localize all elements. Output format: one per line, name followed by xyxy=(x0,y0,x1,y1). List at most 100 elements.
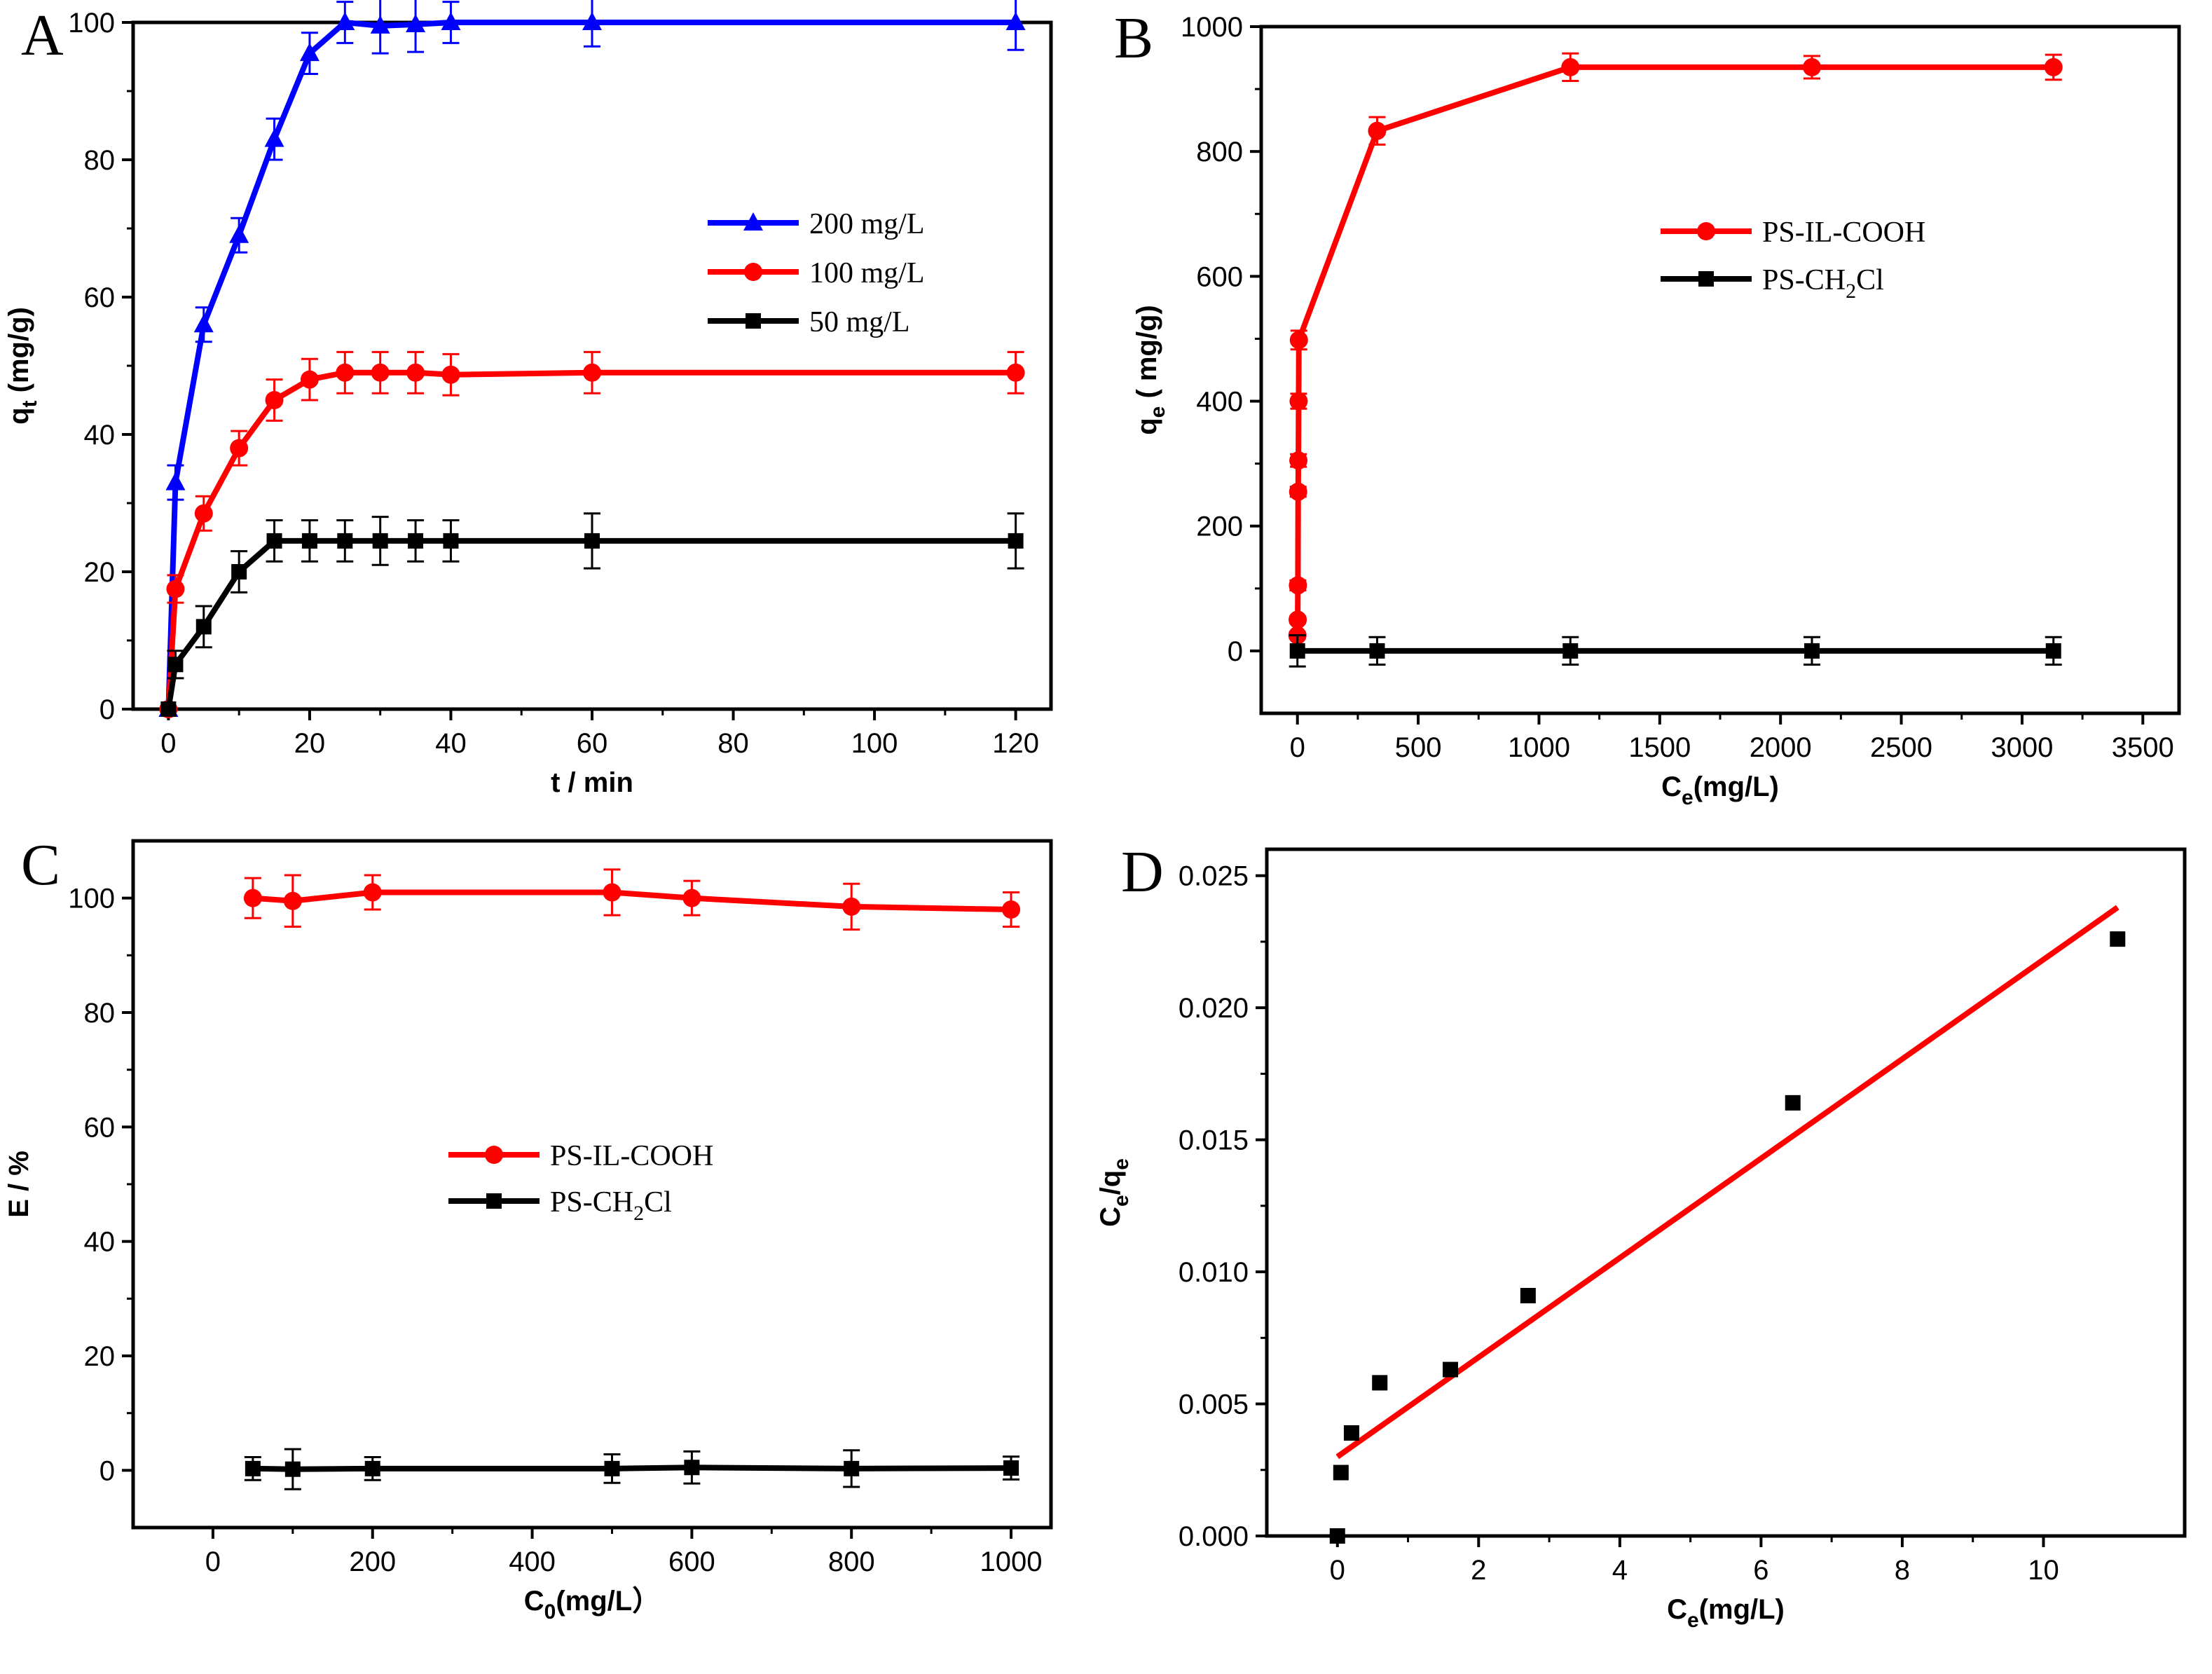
x-tick-label: 60 xyxy=(577,728,608,759)
series-0 xyxy=(1288,52,2063,645)
data-point xyxy=(1289,331,1308,350)
x-axis-title: C0(mg/L） xyxy=(524,1586,660,1624)
series-1 xyxy=(1289,634,2062,668)
legend-marker xyxy=(485,1146,503,1164)
data-point xyxy=(2045,643,2061,659)
y-tick-label: 800 xyxy=(1196,137,1243,167)
data-point xyxy=(167,657,184,673)
data-point xyxy=(284,1461,301,1477)
y-tick-label: 20 xyxy=(84,1341,116,1372)
y-tick-label: 0.000 xyxy=(1179,1521,1249,1552)
data-point xyxy=(584,533,600,549)
x-axis-title-main: C xyxy=(524,1586,544,1617)
legend-label-main: PS-CH xyxy=(550,1186,633,1219)
data-point xyxy=(335,12,355,30)
legend-marker xyxy=(1697,222,1715,240)
y-tick-label: 0.010 xyxy=(1179,1257,1249,1288)
data-point xyxy=(1289,451,1308,470)
y-tick-label: 0.020 xyxy=(1179,993,1249,1024)
legend-marker xyxy=(486,1193,502,1209)
x-tick-label: 4 xyxy=(1612,1555,1628,1586)
data-point xyxy=(363,883,382,902)
data-point xyxy=(441,365,460,384)
data-point xyxy=(443,533,459,549)
x-tick-label: 1000 xyxy=(1508,732,1570,763)
y-tick-label: 80 xyxy=(84,998,116,1029)
data-point xyxy=(229,224,249,243)
data-point xyxy=(364,1460,380,1476)
subscript-reset: /q xyxy=(1095,1170,1126,1195)
data-point xyxy=(408,533,424,549)
data-point xyxy=(336,363,355,382)
legend-label-main: PS-IL-COOH xyxy=(1762,217,1925,249)
y-tick-label: 100 xyxy=(68,8,115,39)
legend-label: 50 mg/L xyxy=(809,306,910,338)
data-point xyxy=(1289,610,1307,629)
subscript-reset: Cl xyxy=(1856,264,1884,296)
y-axis-title-main: E / % xyxy=(4,1151,34,1218)
y-axis-title-sub: e xyxy=(1146,406,1169,418)
legend-marker xyxy=(1698,271,1714,287)
x-axis-title-main: C xyxy=(1667,1594,1687,1625)
data-point xyxy=(266,533,282,549)
legend-label-main: 200 mg/L xyxy=(809,208,925,240)
data-point xyxy=(1804,643,1820,659)
data-point xyxy=(583,363,601,382)
y-tick-label: 200 xyxy=(1196,512,1243,542)
data-point xyxy=(299,43,320,62)
scatter-points xyxy=(1329,931,2126,1544)
y-tick-label: 80 xyxy=(84,145,116,176)
y-axis-title-sub: e xyxy=(1110,1195,1133,1207)
data-point xyxy=(1005,12,1026,30)
y-axis-title: qt (mg/g) xyxy=(4,307,41,425)
x-tick-label: 2 xyxy=(1471,1555,1486,1586)
x-tick-label: 1500 xyxy=(1628,732,1691,763)
y-tick-label: 60 xyxy=(84,282,116,313)
x-tick-label: 3500 xyxy=(2112,732,2174,763)
x-tick-label: 400 xyxy=(509,1546,556,1577)
x-axis-title-sub: e xyxy=(1682,786,1694,809)
data-point xyxy=(1372,1375,1388,1391)
data-point xyxy=(1368,121,1387,140)
legend-label: PS-CH2Cl xyxy=(1762,264,1884,303)
panel-letter: D xyxy=(1121,839,1164,905)
panel-c: C0 200 400 600 800 1000020406080100C0(mg/L）E … xyxy=(4,832,1053,1624)
series-line xyxy=(165,369,1016,710)
y-axis-title-sub: t xyxy=(18,400,41,407)
data-point xyxy=(1333,1464,1349,1481)
data-point xyxy=(1002,900,1021,919)
data-point xyxy=(372,533,388,549)
data-point xyxy=(245,1460,261,1476)
data-point xyxy=(1329,1528,1345,1544)
data-point xyxy=(684,1460,700,1476)
data-point xyxy=(682,889,701,907)
data-point xyxy=(230,439,249,458)
data-point xyxy=(1006,363,1025,382)
y-axis-title-main: q xyxy=(1132,418,1162,434)
data-point xyxy=(1369,643,1385,659)
legend-label-main: 50 mg/L xyxy=(809,306,910,338)
x-tick-label: 0 xyxy=(205,1546,221,1577)
data-point xyxy=(1561,57,1580,76)
x-axis-title: Ce(mg/L) xyxy=(1661,771,1779,809)
data-point xyxy=(1289,392,1308,411)
subscript-reset: (mg/g) xyxy=(4,307,34,400)
data-point xyxy=(2110,931,2126,947)
data-point xyxy=(406,363,425,382)
data-point xyxy=(193,314,214,333)
data-point xyxy=(406,13,426,32)
series-2 xyxy=(160,512,1024,717)
y-tick-label: 0 xyxy=(99,1455,115,1486)
data-point xyxy=(371,363,390,382)
data-point xyxy=(231,564,247,579)
series-0 xyxy=(243,868,1021,931)
legend-item: 50 mg/L xyxy=(708,306,910,338)
legend-item: PS-CH2Cl xyxy=(1661,264,1884,303)
plot-frame xyxy=(1259,25,2181,715)
data-point xyxy=(1443,1361,1458,1378)
series-1 xyxy=(244,1448,1020,1490)
y-tick-label: 40 xyxy=(84,420,116,451)
legend-item: PS-IL-COOH xyxy=(1661,217,1925,249)
legend-label-sub: 2 xyxy=(633,1202,644,1225)
x-tick-label: 10 xyxy=(2028,1555,2059,1586)
